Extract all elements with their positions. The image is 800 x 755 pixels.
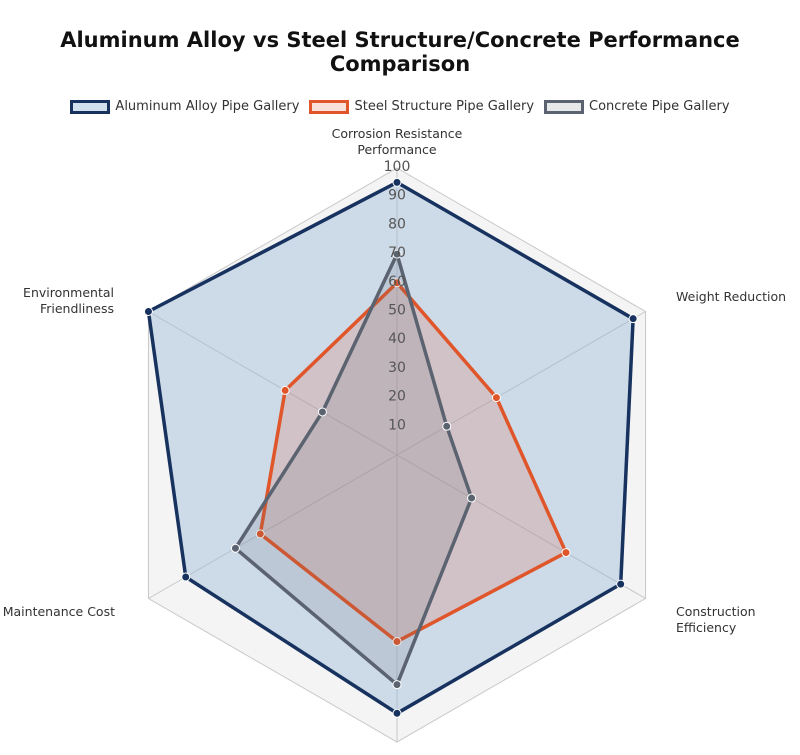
axis-label: Construction Efficiency	[676, 604, 756, 635]
data-point	[392, 278, 402, 288]
axis-line	[396, 311, 646, 456]
data-point	[143, 307, 153, 316]
chart-title: Aluminum Alloy vs Steel Structure/Concre…	[60, 28, 740, 76]
legend-item: Concrete Pipe Gallery	[544, 99, 730, 114]
data-point	[255, 529, 265, 539]
data-point	[392, 249, 402, 259]
data-point	[392, 177, 402, 187]
data-point	[442, 421, 452, 431]
data-point	[317, 407, 327, 417]
tick-label: 80	[388, 216, 406, 232]
axis-label: Weight Reduction	[676, 289, 787, 304]
data-point	[181, 572, 191, 582]
tick-label: 100	[384, 159, 411, 175]
tick-label: 50	[388, 303, 406, 319]
data-point	[616, 579, 626, 589]
axis-label: Maintenance Cost	[2, 604, 115, 619]
tick-label: 30	[388, 360, 406, 376]
data-point	[467, 493, 477, 503]
data-point	[491, 393, 501, 403]
tick-label: 60	[388, 274, 406, 290]
legend-item: Aluminum Alloy Pipe Gallery	[70, 99, 299, 114]
legend-item: Steel Structure Pipe Gallery	[309, 99, 534, 114]
tick-label: 90	[388, 188, 406, 204]
legend-label: Aluminum Alloy Pipe Gallery	[115, 99, 300, 114]
data-point	[561, 548, 571, 558]
data-point	[230, 543, 240, 553]
data-point	[392, 637, 402, 647]
legend-swatch	[70, 99, 111, 114]
axis-line	[396, 454, 646, 599]
data-point	[392, 708, 402, 718]
axis-label: Corrosion Resistance Performance	[331, 126, 463, 157]
legend-label: Concrete Pipe Gallery	[589, 99, 730, 114]
axis-line	[148, 311, 398, 456]
legend-swatch	[309, 99, 350, 114]
tick-label: 20	[388, 389, 406, 405]
tick-label: 10	[388, 417, 406, 433]
legend: Aluminum Alloy Pipe Gallery Steel Structu…	[0, 99, 800, 114]
tick-label: 40	[388, 331, 406, 347]
tick-label: 70	[388, 245, 406, 261]
data-point	[628, 314, 638, 324]
legend-swatch	[544, 99, 585, 114]
data-point	[280, 385, 290, 395]
axis-label: Environmental Friendliness	[23, 285, 114, 316]
legend-label: Steel Structure Pipe Gallery	[354, 99, 535, 114]
data-point	[392, 680, 402, 690]
axis-line	[148, 454, 398, 599]
